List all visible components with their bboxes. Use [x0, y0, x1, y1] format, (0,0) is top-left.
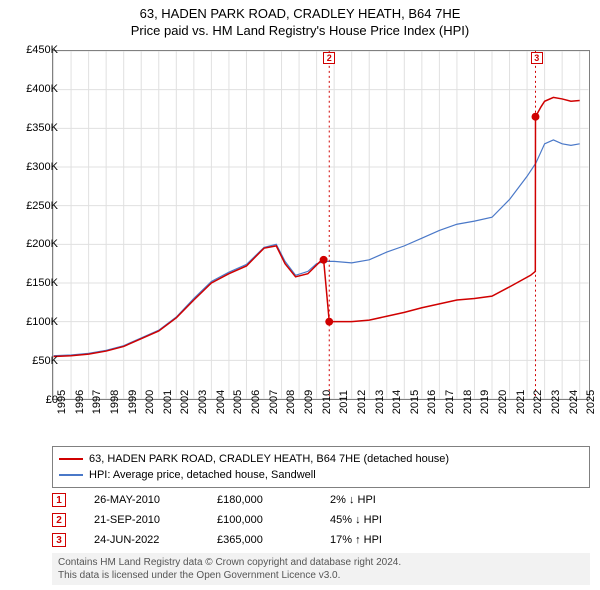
sale-date-3: 24-JUN-2022 — [94, 534, 189, 546]
xtick-label: 2000 — [144, 390, 156, 414]
xtick-label: 2024 — [568, 390, 580, 414]
chart-marker-2: 2 — [323, 52, 335, 64]
title-line-2: Price paid vs. HM Land Registry's House … — [0, 23, 600, 38]
sales-table: 1 26-MAY-2010 £180,000 2% ↓ HPI 2 21-SEP… — [52, 490, 590, 550]
ytick-label: £400K — [26, 83, 58, 95]
xtick-label: 1995 — [56, 390, 68, 414]
xtick-label: 2019 — [479, 390, 491, 414]
sale-date-2: 21-SEP-2010 — [94, 514, 189, 526]
footer-line-1: Contains HM Land Registry data © Crown c… — [58, 556, 584, 569]
chart-svg — [52, 50, 590, 400]
xtick-label: 2007 — [268, 390, 280, 414]
xtick-label: 2011 — [338, 390, 350, 414]
legend-label-property: 63, HADEN PARK ROAD, CRADLEY HEATH, B64 … — [89, 453, 449, 465]
xtick-label: 2015 — [409, 390, 421, 414]
legend-label-hpi: HPI: Average price, detached house, Sand… — [89, 469, 316, 481]
xtick-label: 2006 — [250, 390, 262, 414]
xtick-label: 2014 — [391, 390, 403, 414]
sale-price-2: £100,000 — [217, 514, 302, 526]
xtick-label: 2012 — [356, 390, 368, 414]
sale-date-1: 26-MAY-2010 — [94, 494, 189, 506]
xtick-label: 2010 — [321, 390, 333, 414]
xtick-label: 2001 — [162, 390, 174, 414]
xtick-label: 2013 — [374, 390, 386, 414]
title-line-1: 63, HADEN PARK ROAD, CRADLEY HEATH, B64 … — [0, 6, 600, 21]
xtick-label: 2004 — [215, 390, 227, 414]
legend-line-property — [59, 458, 83, 460]
sale-num-1: 1 — [56, 495, 62, 506]
ytick-label: £50K — [32, 355, 58, 367]
chart-marker-3: 3 — [531, 52, 543, 64]
xtick-label: 2022 — [532, 390, 544, 414]
legend-row-property: 63, HADEN PARK ROAD, CRADLEY HEATH, B64 … — [59, 451, 583, 467]
sale-marker-box-2: 2 — [52, 513, 66, 527]
xtick-label: 2009 — [303, 390, 315, 414]
xtick-label: 2020 — [497, 390, 509, 414]
sale-delta-2: 45% ↓ HPI — [330, 514, 382, 526]
ytick-label: £450K — [26, 44, 58, 56]
footer-line-2: This data is licensed under the Open Gov… — [58, 569, 584, 582]
ytick-label: £350K — [26, 122, 58, 134]
chart-area — [52, 50, 590, 400]
xtick-label: 1999 — [127, 390, 139, 414]
sale-row-2: 2 21-SEP-2010 £100,000 45% ↓ HPI — [52, 510, 590, 530]
xtick-label: 2003 — [197, 390, 209, 414]
xtick-label: 1998 — [109, 390, 121, 414]
page-container: 63, HADEN PARK ROAD, CRADLEY HEATH, B64 … — [0, 0, 600, 590]
xtick-label: 2017 — [444, 390, 456, 414]
sale-delta-3: 17% ↑ HPI — [330, 534, 382, 546]
xtick-label: 1996 — [74, 390, 86, 414]
ytick-label: £300K — [26, 161, 58, 173]
ytick-label: £150K — [26, 277, 58, 289]
title-block: 63, HADEN PARK ROAD, CRADLEY HEATH, B64 … — [0, 0, 600, 38]
sale-price-3: £365,000 — [217, 534, 302, 546]
xtick-label: 2021 — [515, 390, 527, 414]
xtick-label: 2023 — [550, 390, 562, 414]
sale-marker-box-1: 1 — [52, 493, 66, 507]
legend: 63, HADEN PARK ROAD, CRADLEY HEATH, B64 … — [52, 446, 590, 488]
ytick-label: £200K — [26, 238, 58, 250]
xtick-label: 2025 — [585, 390, 597, 414]
xtick-label: 2008 — [285, 390, 297, 414]
sale-num-3: 3 — [56, 535, 62, 546]
sale-row-1: 1 26-MAY-2010 £180,000 2% ↓ HPI — [52, 490, 590, 510]
ytick-label: £100K — [26, 316, 58, 328]
legend-line-hpi — [59, 474, 83, 476]
footer: Contains HM Land Registry data © Crown c… — [52, 553, 590, 585]
xtick-label: 1997 — [91, 390, 103, 414]
sale-price-1: £180,000 — [217, 494, 302, 506]
xtick-label: 2002 — [179, 390, 191, 414]
sale-delta-1: 2% ↓ HPI — [330, 494, 376, 506]
xtick-label: 2016 — [426, 390, 438, 414]
legend-row-hpi: HPI: Average price, detached house, Sand… — [59, 467, 583, 483]
xtick-label: 2005 — [232, 390, 244, 414]
sale-num-2: 2 — [56, 515, 62, 526]
xtick-label: 2018 — [462, 390, 474, 414]
sale-marker-box-3: 3 — [52, 533, 66, 547]
sale-row-3: 3 24-JUN-2022 £365,000 17% ↑ HPI — [52, 530, 590, 550]
ytick-label: £250K — [26, 200, 58, 212]
